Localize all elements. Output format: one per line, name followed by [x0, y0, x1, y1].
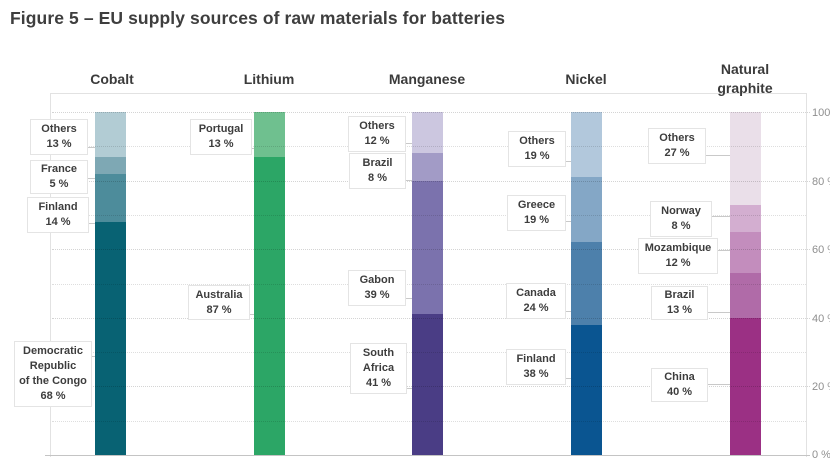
- bar-segment-greece: [571, 177, 602, 243]
- leader-graphite-others: [706, 155, 730, 156]
- bar-segment-brazil: [412, 153, 443, 181]
- label-graphite-brazil: Brazil 13 %: [651, 286, 708, 320]
- leader-graphite-brazil: [708, 312, 730, 313]
- y-tick-100: 100 %: [812, 107, 830, 119]
- label-manganese-gabon: Gabon 39 %: [348, 270, 406, 306]
- leader-nickel-others: [566, 161, 571, 162]
- label-nickel-canada: Canada 24 %: [506, 283, 566, 319]
- bar-segment-australia: [254, 156, 285, 455]
- bar-segment-democratic-republic-of-the-congo: [95, 221, 126, 455]
- label-cobalt-drc: Democratic Republic of the Congo 68 %: [14, 341, 92, 407]
- label-manganese-others: Others 12 %: [348, 116, 406, 152]
- label-nickel-greece: Greece 19 %: [507, 195, 566, 231]
- label-graphite-china: China 40 %: [651, 368, 708, 402]
- label-cobalt-france: France 5 %: [30, 160, 88, 194]
- gridline-10pct: [52, 421, 806, 422]
- figure-title: Figure 5 – EU supply sources of raw mate…: [10, 8, 506, 28]
- label-manganese-sa: South Africa 41 %: [350, 343, 407, 394]
- bar-segment-brazil: [730, 273, 761, 318]
- bar-nickel: [571, 112, 602, 455]
- leader-cobalt-finland: [89, 223, 95, 224]
- leader-cobalt-others: [88, 147, 95, 148]
- column-header-cobalt: Cobalt: [90, 71, 134, 87]
- gridline-20pct: [52, 386, 810, 387]
- bar-segment-gabon: [412, 180, 443, 315]
- leader-nickel-canada: [566, 311, 571, 312]
- label-lithium-australia: Australia 87 %: [188, 285, 250, 320]
- gridline-60pct: [52, 249, 810, 250]
- bar-manganese: [412, 112, 443, 455]
- gridline-0pct: [45, 455, 810, 456]
- gridline-90pct: [52, 146, 806, 147]
- column-header-lithium: Lithium: [243, 71, 295, 87]
- label-manganese-brazil: Brazil 8 %: [349, 153, 406, 189]
- bar-segment-china: [730, 317, 761, 455]
- gridline-100pct: [52, 112, 810, 113]
- leader-manganese-brazil: [406, 180, 412, 181]
- plot-right-border: [806, 93, 807, 457]
- bar-segment-mozambique: [730, 232, 761, 274]
- label-graphite-norway: Norway 8 %: [650, 201, 712, 237]
- bar-cobalt: [95, 112, 126, 455]
- bar-segment-finland: [571, 324, 602, 455]
- leader-lithium-australia: [250, 314, 254, 315]
- leader-manganese-gabon: [406, 298, 412, 299]
- bar-segment-portugal: [254, 112, 285, 157]
- plot-left-border: [50, 93, 51, 457]
- leader-graphite-mozambique: [718, 250, 730, 251]
- label-lithium-portugal: Portugal 13 %: [190, 119, 252, 155]
- bar-segment-south-africa: [412, 314, 443, 455]
- leader-nickel-finland: [566, 378, 571, 379]
- leader-nickel-greece: [566, 221, 571, 222]
- bar-natural-graphite: [730, 112, 761, 455]
- plot-top-border: [50, 93, 807, 94]
- label-nickel-finland: Finland 38 %: [506, 349, 566, 385]
- bar-segment-others: [412, 112, 443, 154]
- label-cobalt-finland: Finland 14 %: [27, 197, 89, 233]
- column-header-manganese: Manganese: [388, 71, 466, 87]
- y-tick-80: 80 %: [812, 176, 830, 188]
- label-nickel-others: Others 19 %: [508, 131, 566, 167]
- y-tick-40: 40 %: [812, 313, 830, 325]
- label-graphite-mozambique: Mozambique 12 %: [638, 238, 718, 274]
- leader-cobalt-drc: [92, 356, 95, 357]
- gridline-50pct: [52, 284, 806, 285]
- bar-segment-others: [571, 112, 602, 178]
- y-tick-60: 60 %: [812, 244, 830, 256]
- bar-segment-france: [95, 156, 126, 174]
- gridline-70pct: [52, 215, 806, 216]
- bar-segment-others: [95, 112, 126, 157]
- bar-segment-canada: [571, 242, 602, 325]
- bar-segment-finland: [95, 173, 126, 222]
- gridline-80pct: [52, 181, 810, 182]
- leader-manganese-sa: [407, 388, 412, 389]
- column-header-natural-graphite: Natural graphite: [717, 61, 773, 96]
- bar-lithium: [254, 112, 285, 455]
- leader-graphite-norway: [712, 216, 730, 217]
- leader-cobalt-france: [88, 178, 95, 179]
- label-graphite-others: Others 27 %: [648, 128, 706, 164]
- gridline-40pct: [52, 318, 810, 319]
- label-cobalt-others: Others 13 %: [30, 119, 88, 155]
- bar-segment-norway: [730, 204, 761, 233]
- leader-graphite-china: [708, 384, 730, 385]
- leader-manganese-others: [406, 143, 412, 144]
- gridline-30pct: [52, 352, 806, 353]
- leader-lithium-portugal: [252, 148, 254, 149]
- column-header-nickel: Nickel: [565, 71, 607, 87]
- bar-segment-others: [730, 112, 761, 205]
- y-tick-0: 0 %: [812, 449, 830, 461]
- y-tick-20: 20 %: [812, 381, 830, 393]
